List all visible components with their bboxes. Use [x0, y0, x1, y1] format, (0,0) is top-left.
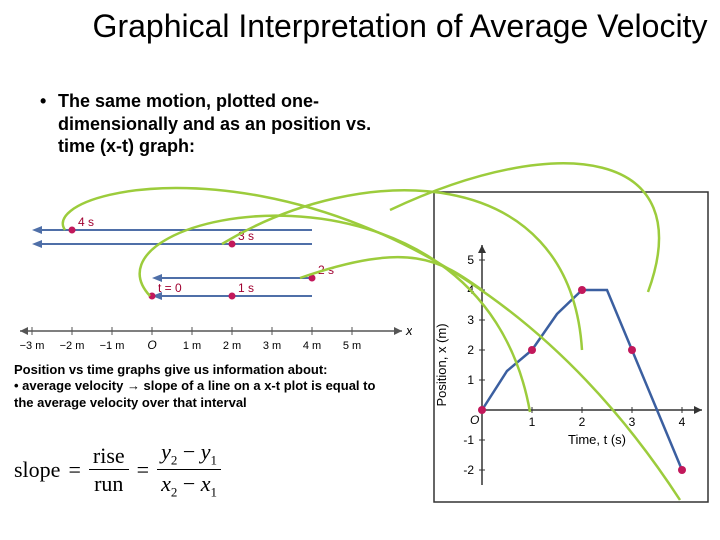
slope-label: slope — [14, 457, 60, 483]
frac-rise-run: rise run — [89, 444, 129, 495]
num-y: y2 − y1 — [157, 440, 221, 470]
svg-text:−2 m: −2 m — [60, 340, 85, 352]
diagram-1d: x −3 m −2 m −1 m 1 m 2 m 3 m 4 m 5 m Ot = 0 1 s 2 s… — [12, 216, 412, 356]
svg-text:4 m: 4 m — [303, 340, 321, 352]
run: run — [90, 470, 127, 495]
svg-text:1: 1 — [529, 415, 536, 429]
info-line1: Position vs time graphs give us informat… — [14, 362, 394, 378]
info-block: Position vs time graphs give us informat… — [14, 362, 394, 411]
svg-text:−1 m: −1 m — [100, 340, 125, 352]
svg-text:3 s: 3 s — [238, 229, 254, 243]
page-title: Graphical Interpretation of Average Velo… — [0, 0, 720, 49]
svg-text:2: 2 — [579, 415, 586, 429]
slope-equation: slope = rise run = y2 − y1 x2 − x1 — [14, 440, 221, 499]
svg-text:5: 5 — [467, 253, 474, 267]
svg-text:3: 3 — [629, 415, 636, 429]
eq-sign-2: = — [137, 457, 149, 483]
svg-text:-1: -1 — [463, 433, 474, 447]
svg-text:5 m: 5 m — [343, 340, 361, 352]
eq-sign-1: = — [68, 457, 80, 483]
svg-text:1 s: 1 s — [238, 281, 254, 295]
rise: rise — [89, 444, 129, 470]
svg-text:Time, t (s): Time, t (s) — [568, 432, 626, 447]
info-line2: • average velocity → slope of a line on … — [14, 378, 394, 411]
xt-graph: 1 2 3 4 -2 -1 1 2 3 4 5 O Time, t (s) Position, x (m) — [432, 190, 710, 520]
svg-text:O: O — [147, 338, 156, 352]
svg-text:Position, x (m): Position, x (m) — [434, 323, 449, 406]
bullet-text: The same motion, plotted one-dimensional… — [58, 90, 380, 158]
svg-text:−3 m: −3 m — [20, 340, 45, 352]
svg-text:t = 0: t = 0 — [158, 281, 182, 295]
bullet-block: • The same motion, plotted one-dimension… — [40, 90, 380, 158]
svg-text:4 s: 4 s — [78, 216, 94, 229]
frac-yx: y2 − y1 x2 − x1 — [157, 440, 221, 499]
svg-text:1 m: 1 m — [183, 340, 201, 352]
bullet-marker: • — [40, 90, 46, 113]
svg-text:4: 4 — [679, 415, 686, 429]
svg-text:4: 4 — [467, 283, 474, 297]
svg-text:3: 3 — [467, 313, 474, 327]
svg-text:O: O — [470, 413, 479, 427]
svg-text:-2: -2 — [463, 463, 474, 477]
svg-text:2: 2 — [467, 343, 474, 357]
svg-text:2 m: 2 m — [223, 340, 241, 352]
den-x: x2 − x1 — [157, 470, 221, 499]
svg-text:1: 1 — [467, 373, 474, 387]
svg-text:x: x — [405, 323, 412, 338]
svg-text:3 m: 3 m — [263, 340, 281, 352]
svg-text:2 s: 2 s — [318, 263, 334, 277]
